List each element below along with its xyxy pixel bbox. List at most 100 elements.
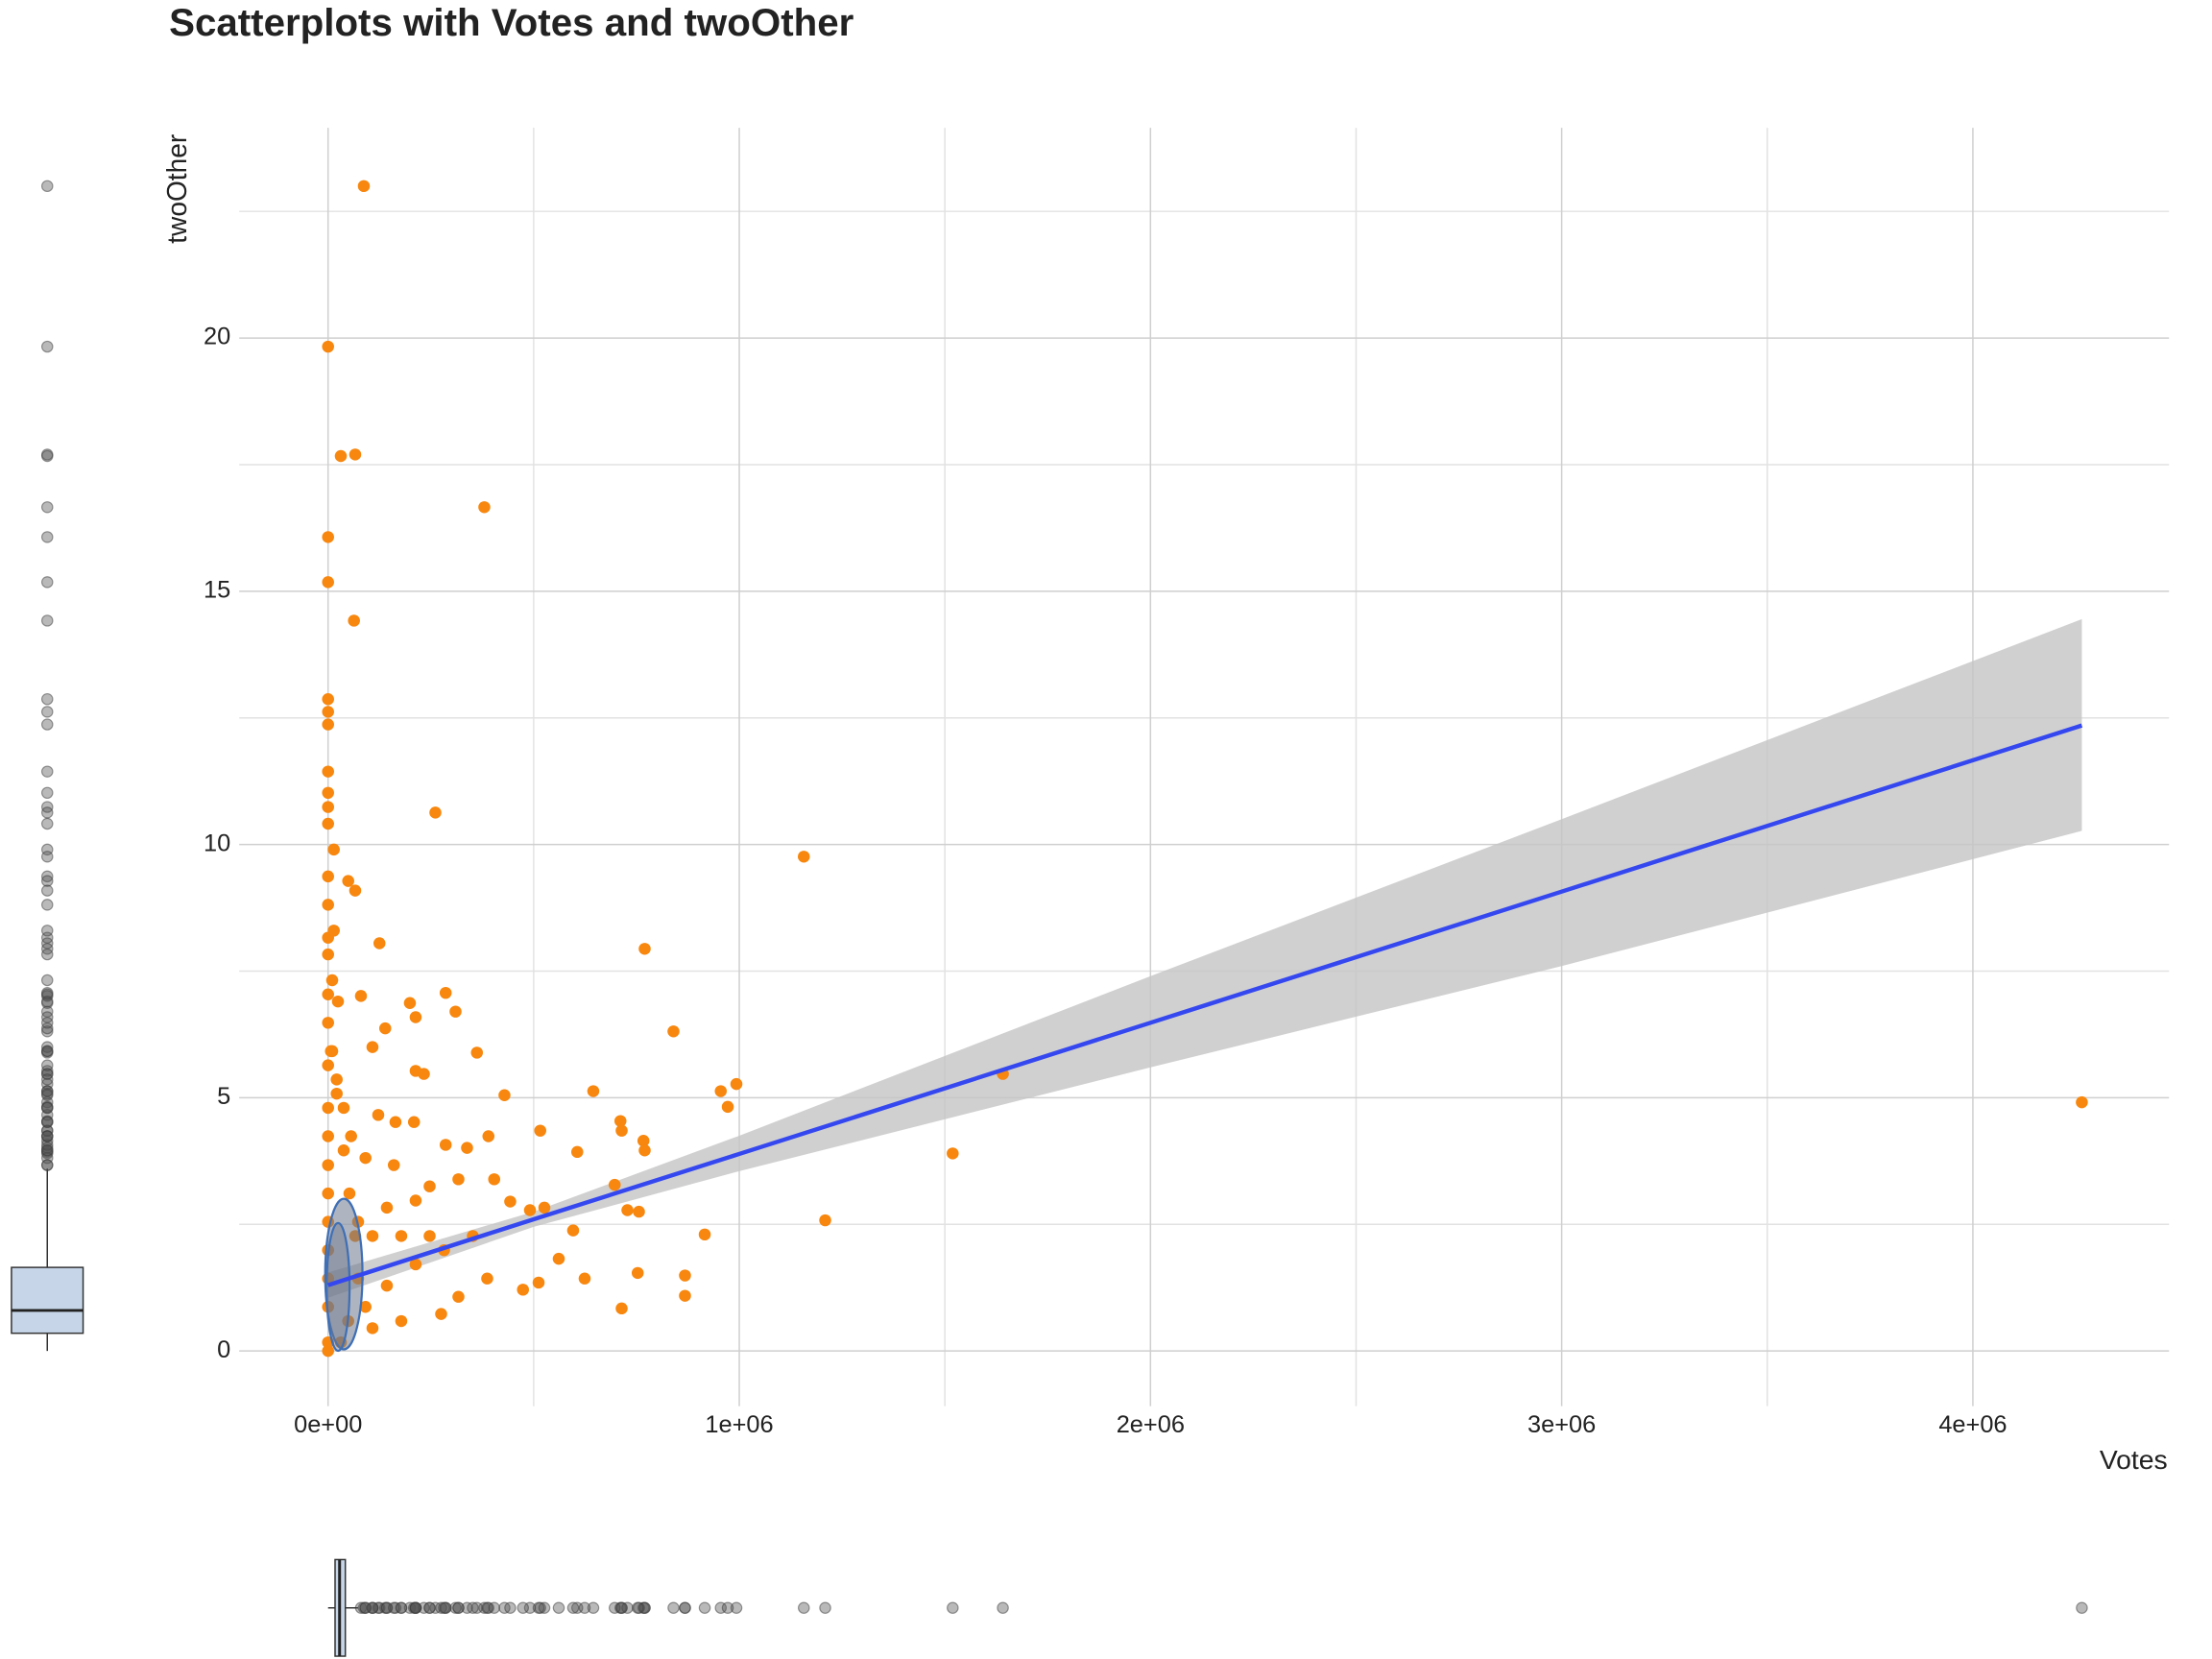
point — [429, 806, 442, 819]
box-outlier — [532, 1601, 545, 1614]
box-outlier — [40, 180, 54, 193]
box-outlier — [587, 1601, 600, 1614]
box-outlier — [667, 1601, 680, 1614]
point — [322, 817, 334, 830]
point — [498, 1089, 511, 1101]
box-outlier — [435, 1601, 447, 1614]
box-outlier — [40, 870, 54, 883]
box-outlier — [40, 614, 54, 627]
box-outlier — [819, 1601, 831, 1614]
box-outlier — [552, 1601, 565, 1614]
point — [325, 974, 339, 987]
point — [2076, 1095, 2088, 1109]
point — [488, 1173, 501, 1186]
point — [470, 1046, 484, 1059]
point — [322, 765, 334, 778]
point — [615, 1302, 628, 1315]
point — [452, 1290, 465, 1303]
point — [322, 718, 334, 731]
box-outlier — [797, 1601, 810, 1614]
box — [11, 1266, 84, 1334]
point — [435, 1308, 447, 1320]
grid: 0e+00 1e+06 2e+06 3e+06 4e+06 0 5 10 15 20 — [204, 128, 2170, 1438]
point — [679, 1289, 691, 1302]
point — [721, 1100, 734, 1114]
point — [322, 340, 334, 353]
point — [334, 449, 348, 463]
x-tick-label: 2e+06 — [1117, 1411, 1185, 1438]
point — [587, 1085, 600, 1097]
point — [637, 1135, 650, 1147]
point — [366, 1230, 379, 1242]
point — [947, 1147, 959, 1160]
point — [337, 1101, 350, 1115]
point — [439, 1139, 452, 1151]
x-tick-label: 0e+00 — [294, 1411, 362, 1438]
point — [330, 1073, 343, 1086]
box-outlier — [40, 817, 54, 830]
box-outlier — [40, 693, 54, 706]
box-outlier — [615, 1601, 628, 1614]
point — [409, 1011, 422, 1023]
y-tick-label: 10 — [204, 830, 230, 856]
smooth-layer — [327, 618, 2082, 1298]
marginal-boxplots — [11, 180, 2088, 1657]
point — [322, 531, 334, 543]
box-outlier — [40, 786, 54, 800]
point — [322, 1344, 334, 1358]
x-tick-label: 4e+06 — [1938, 1411, 2007, 1438]
point — [679, 1269, 691, 1282]
box-outlier — [40, 1073, 54, 1086]
point — [373, 937, 386, 950]
point — [461, 1142, 473, 1154]
box-outlier — [40, 1041, 54, 1053]
box-outlier — [40, 875, 54, 887]
box-outlier — [504, 1601, 517, 1614]
point — [481, 1272, 493, 1285]
point — [667, 1025, 680, 1038]
point — [714, 1085, 728, 1097]
box-outlier — [452, 1601, 465, 1614]
point — [819, 1214, 831, 1227]
point — [638, 943, 651, 955]
box-outlier — [997, 1601, 1009, 1614]
point — [327, 925, 340, 937]
point — [409, 1258, 422, 1271]
point — [359, 1301, 372, 1313]
point — [389, 1116, 402, 1128]
point — [378, 1022, 392, 1035]
box-outlier — [631, 1601, 644, 1614]
y-axis-label: twoOther — [161, 134, 192, 244]
point — [478, 501, 491, 514]
point — [322, 576, 334, 589]
box-outlier — [40, 995, 54, 1008]
x-tick-label: 3e+06 — [1527, 1411, 1596, 1438]
point — [698, 1228, 711, 1241]
point — [345, 1130, 357, 1142]
x-tick-label: 1e+06 — [705, 1411, 773, 1438]
point — [571, 1145, 584, 1159]
point — [538, 1201, 551, 1214]
point — [395, 1314, 408, 1328]
box-outlier — [721, 1601, 734, 1614]
point — [322, 1130, 334, 1142]
point — [452, 1173, 465, 1186]
point — [322, 1159, 334, 1171]
point — [613, 1115, 627, 1127]
point — [354, 990, 368, 1002]
point — [534, 1124, 546, 1137]
point — [322, 1187, 334, 1200]
box-outlier — [40, 340, 54, 353]
point — [517, 1284, 529, 1296]
box-outlier — [40, 1025, 54, 1038]
point — [342, 875, 354, 887]
point — [403, 997, 417, 1009]
point — [631, 1266, 644, 1280]
box-outlier — [40, 899, 54, 911]
box-outlier — [438, 1601, 450, 1614]
box-outlier — [730, 1601, 743, 1614]
point — [322, 1059, 334, 1071]
point — [366, 1322, 379, 1334]
